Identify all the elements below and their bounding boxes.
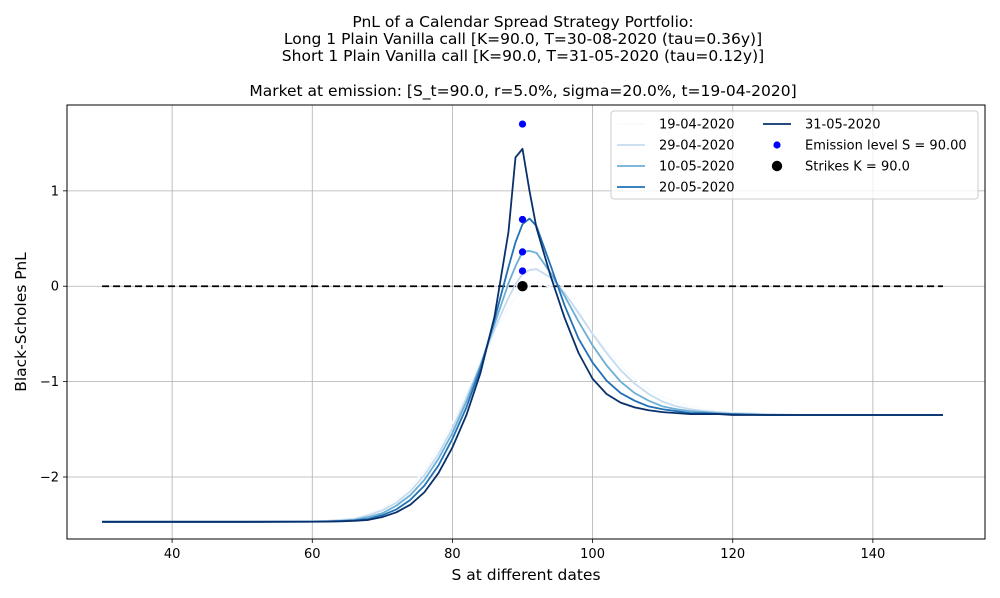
legend-label-strike: Strikes K = 90.0 bbox=[805, 160, 910, 175]
x-tick-label: 100 bbox=[580, 547, 605, 562]
emission-point bbox=[518, 120, 527, 128]
marker-points bbox=[517, 120, 528, 292]
emission-point bbox=[518, 267, 527, 275]
legend-strike-marker bbox=[771, 160, 783, 172]
legend-label: 19-04-2020 bbox=[659, 118, 735, 133]
series-line-29-04-2020 bbox=[102, 268, 943, 523]
legend-label: 31-05-2020 bbox=[805, 118, 881, 133]
x-tick-label: 40 bbox=[164, 547, 181, 562]
legend-label: 10-05-2020 bbox=[659, 160, 735, 175]
legend-label: 20-05-2020 bbox=[659, 181, 735, 196]
legend-box bbox=[610, 110, 979, 200]
title-line-1: PnL of a Calendar Spread Strategy Portfo… bbox=[352, 13, 693, 31]
legend: 19-04-2020 29-04-2020 10-05-2020 20-05-2020… bbox=[610, 110, 979, 200]
x-tick-label: 60 bbox=[304, 547, 321, 562]
series-lines bbox=[102, 147, 943, 523]
title-line-5: Market at emission: [S_t=90.0, r=5.0%, s… bbox=[249, 82, 796, 101]
y-tick-label: 1 bbox=[51, 184, 59, 199]
legend-entries: 19-04-2020 29-04-2020 10-05-2020 20-05-2020… bbox=[617, 118, 967, 196]
emission-point bbox=[518, 248, 527, 256]
x-axis-ticks: 40 60 80 100 120 140 bbox=[164, 539, 885, 562]
legend-label: 29-04-2020 bbox=[659, 139, 735, 154]
y-axis-ticks: −2 −1 0 1 bbox=[40, 184, 67, 486]
series-line-31-05-2020 bbox=[102, 147, 943, 523]
x-tick-label: 120 bbox=[720, 547, 745, 562]
series-line-19-04-2020 bbox=[102, 281, 943, 523]
emission-point bbox=[518, 215, 527, 224]
y-tick-label: 0 bbox=[51, 280, 59, 295]
series-line-10-05-2020 bbox=[102, 250, 943, 523]
chart-title: PnL of a Calendar Spread Strategy Portfo… bbox=[249, 13, 796, 101]
y-tick-label: −2 bbox=[40, 471, 59, 486]
x-tick-label: 140 bbox=[860, 547, 885, 562]
plot-area-frame bbox=[66, 104, 986, 540]
title-line-3: Short 1 Plain Vanilla call [K=90.0, T=31… bbox=[282, 47, 764, 65]
x-axis-label: S at different dates bbox=[451, 566, 600, 584]
x-tick-label: 80 bbox=[444, 547, 461, 562]
legend-emission-marker bbox=[773, 141, 781, 149]
y-axis-label: Black-Scholes PnL bbox=[12, 252, 30, 392]
strike-point bbox=[517, 281, 528, 292]
series-line-20-05-2020 bbox=[102, 217, 943, 523]
legend-label-emission: Emission level S = 90.00 bbox=[805, 139, 967, 154]
title-line-2: Long 1 Plain Vanilla call [K=90.0, T=30-… bbox=[284, 30, 762, 48]
y-tick-label: −1 bbox=[40, 375, 59, 390]
